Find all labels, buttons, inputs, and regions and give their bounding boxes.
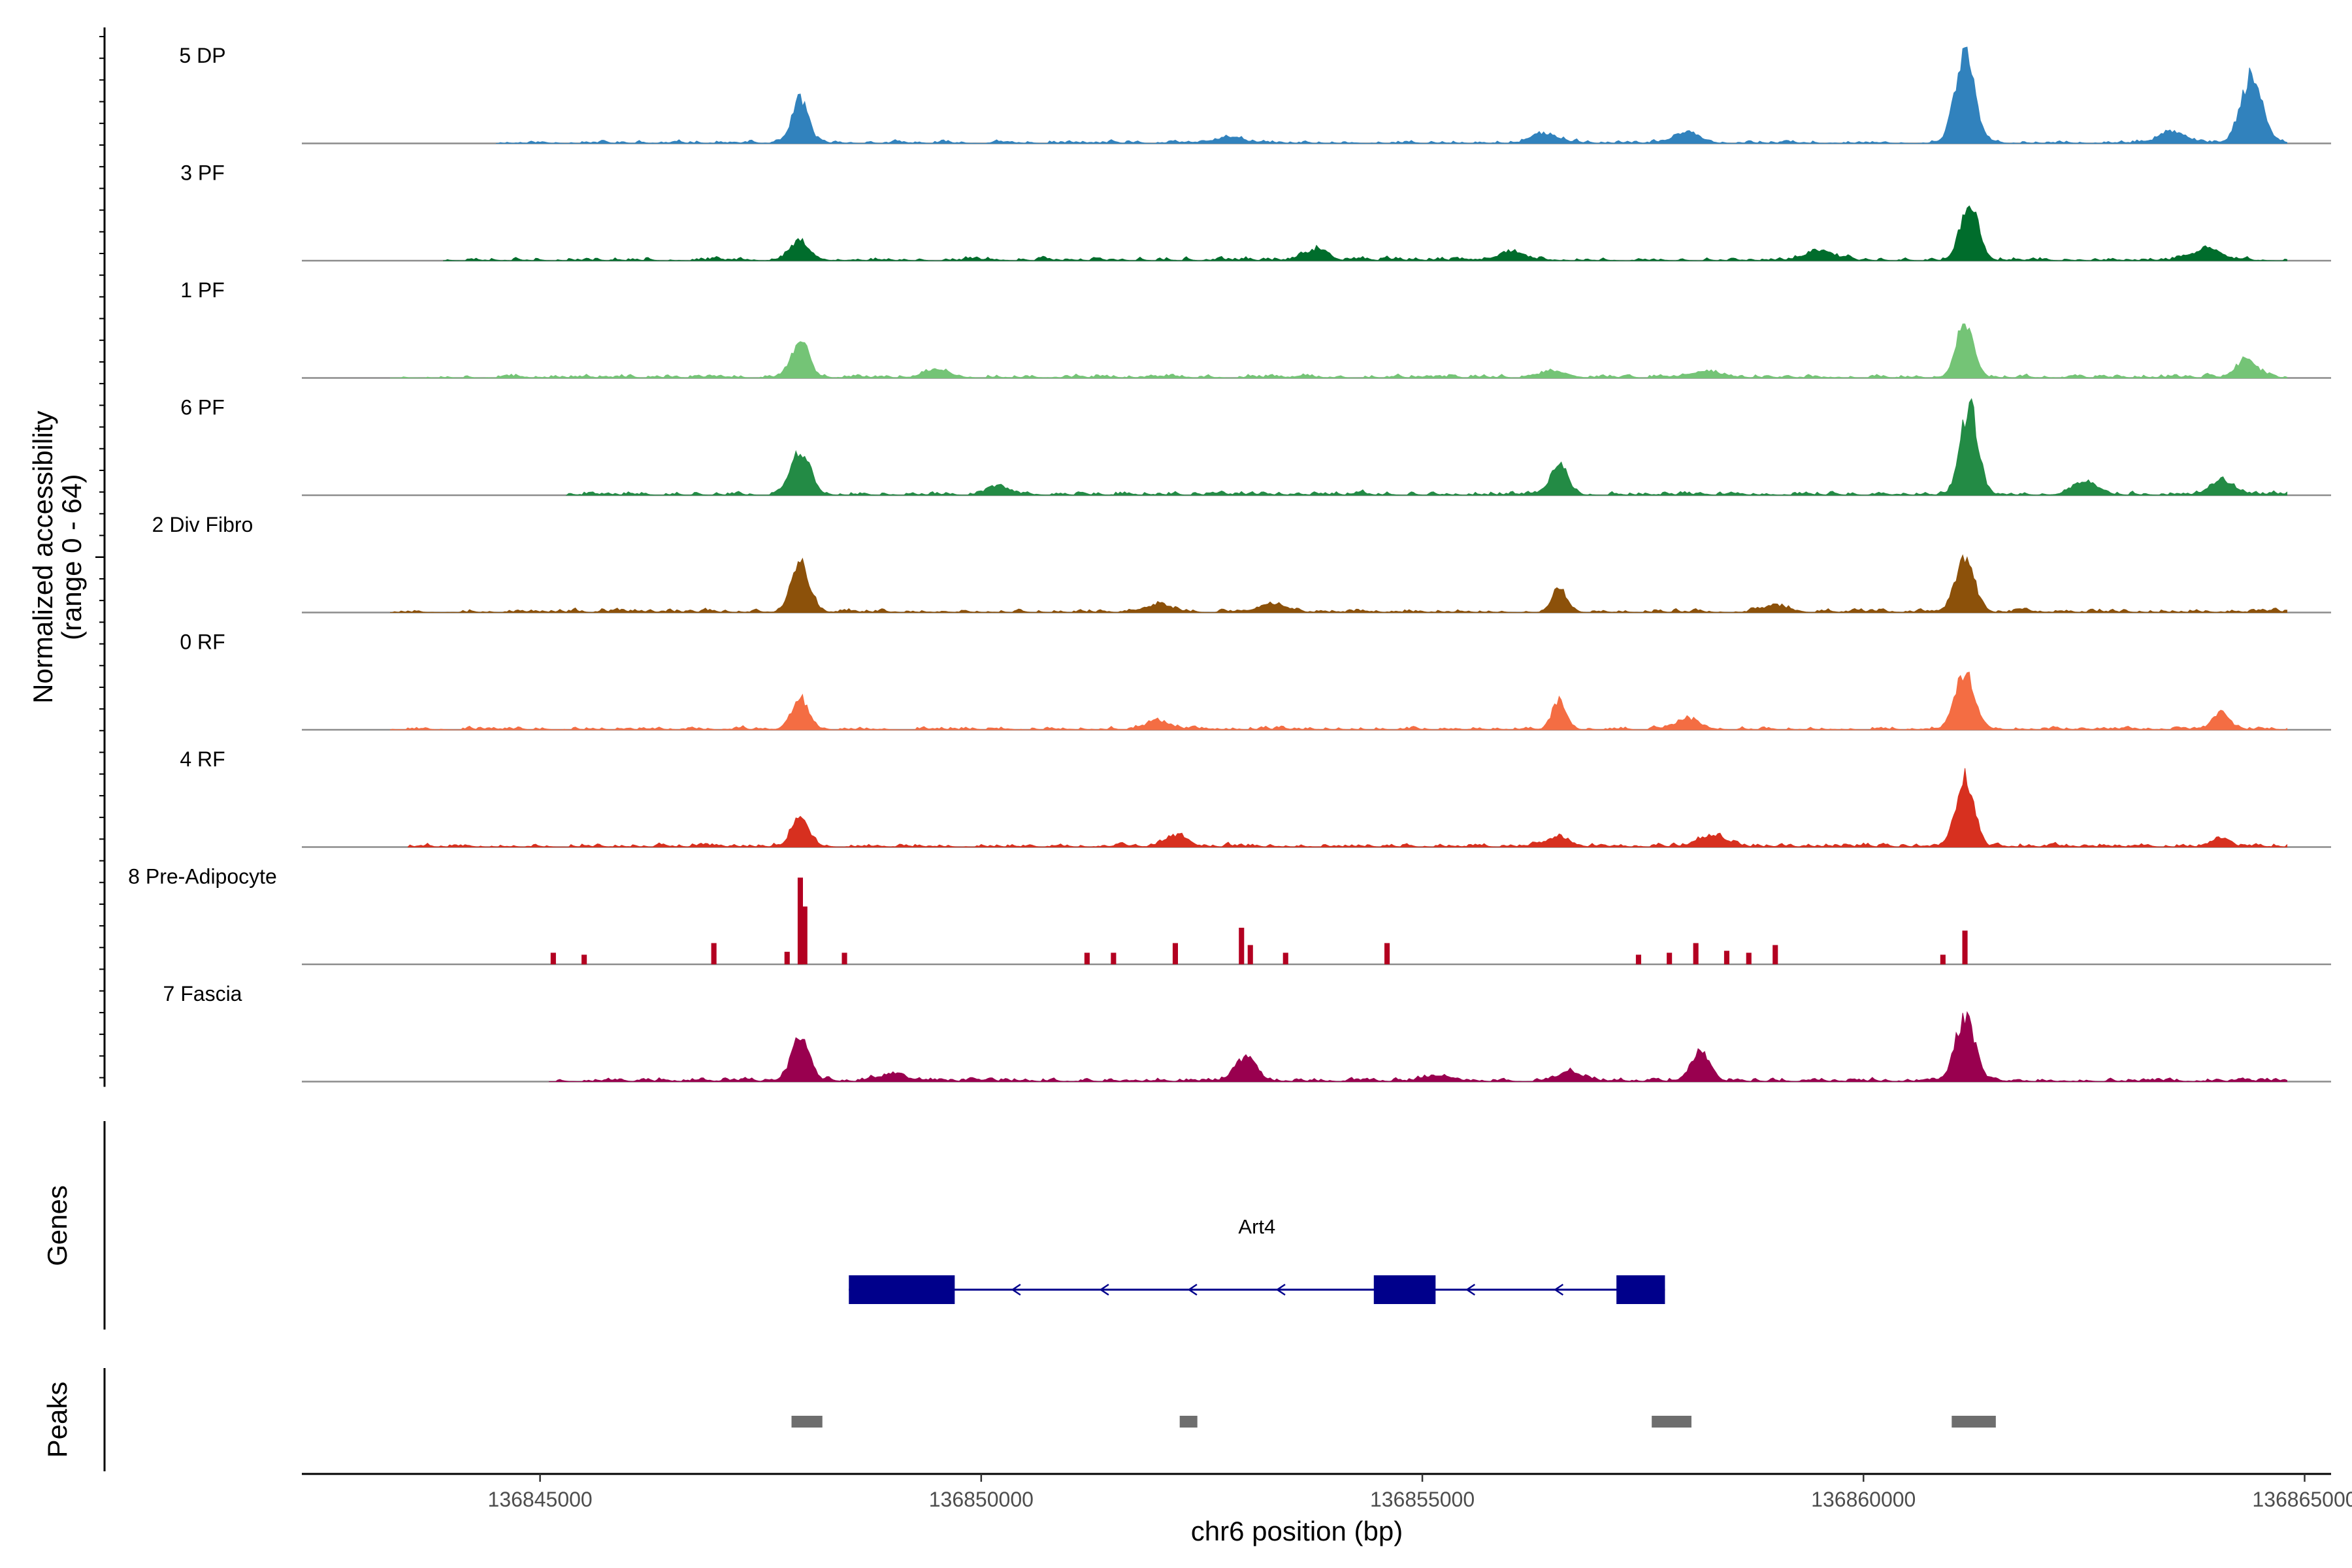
track-label: 3 PF — [180, 161, 225, 185]
peak-track — [791, 1416, 1996, 1428]
peak-region — [791, 1416, 823, 1428]
coverage-area — [496, 46, 2288, 144]
coverage-bar — [581, 955, 587, 965]
peak-region — [1952, 1416, 1996, 1428]
coverage-bar — [1084, 953, 1090, 964]
coverage-bar — [802, 906, 808, 964]
strand-arrow — [1011, 1283, 1021, 1296]
gene-exon — [849, 1275, 955, 1304]
strand-arrow — [1187, 1283, 1198, 1296]
y-axis-title-line2: (range 0 - 64) — [56, 474, 87, 640]
coverage-bar — [1635, 955, 1641, 965]
peak-region — [1652, 1416, 1691, 1428]
strand-arrow — [1275, 1283, 1286, 1296]
coverage-bar — [1111, 953, 1117, 964]
track-1-pf: 1 PF — [180, 278, 2331, 379]
coverage-tracks: 5 DP 3 PF 1 PF 6 PF 2 Div Fibro 0 RF 4 RF 8 Pre… — [128, 44, 2331, 1083]
coverage-bar — [784, 951, 790, 964]
coverage-area — [565, 398, 2288, 496]
gene-exon — [1616, 1275, 1665, 1304]
coverage-bar — [1247, 945, 1253, 964]
x-tick-label: 136860000 — [1811, 1488, 1916, 1511]
coverage-area — [443, 205, 2288, 261]
coverage-area — [389, 672, 2288, 730]
genes-track-title: Genes — [42, 1185, 73, 1266]
coverage-area — [407, 768, 2288, 848]
coverage-area — [390, 323, 2288, 379]
coverage-bar — [1772, 945, 1778, 964]
coverage-bar — [1172, 943, 1178, 964]
track-label: 8 Pre-Adipocyte — [128, 865, 277, 889]
x-tick-label: 136845000 — [488, 1488, 593, 1511]
coverage-bar — [1723, 951, 1729, 964]
gene-label: Art4 — [1238, 1215, 1275, 1238]
coverage-bar — [1940, 955, 1946, 965]
gene-track: Art4 — [849, 1215, 1665, 1304]
coverage-bar — [1693, 943, 1699, 964]
coverage-area — [390, 554, 2288, 613]
coverage-bar — [1384, 943, 1390, 964]
track-label: 7 Fascia — [163, 982, 242, 1005]
track-8-pre-adipocyte: 8 Pre-Adipocyte — [128, 865, 2331, 966]
track-label: 0 RF — [180, 630, 225, 654]
track-2-div-fibro: 2 Div Fibro — [152, 513, 2331, 613]
track-label: 1 PF — [180, 278, 225, 302]
strand-arrow — [1099, 1283, 1109, 1296]
track-3-pf: 3 PF — [180, 161, 2331, 262]
coverage-bar — [1282, 953, 1288, 964]
track-label: 5 DP — [179, 44, 225, 67]
coverage-bar — [550, 953, 556, 964]
coverage-bar — [1239, 928, 1245, 964]
track-label: 2 Div Fibro — [152, 513, 253, 536]
track-0-rf: 0 RF — [180, 630, 2331, 731]
peaks-track-title: Peaks — [42, 1382, 73, 1458]
x-axis-title: chr6 position (bp) — [1191, 1516, 1403, 1546]
track-label: 6 PF — [180, 396, 225, 419]
coverage-bar — [797, 877, 803, 965]
strand-arrow — [1554, 1283, 1564, 1296]
strand-arrow — [1465, 1283, 1476, 1296]
coverage-bar — [1746, 953, 1752, 964]
coverage-bar — [1962, 930, 1968, 964]
x-tick-label: 136865000 — [2252, 1488, 2352, 1511]
coverage-bar — [841, 953, 847, 964]
x-tick-label: 136855000 — [1370, 1488, 1475, 1511]
gene-exon — [1373, 1275, 1436, 1304]
coverage-area — [549, 1011, 2288, 1083]
x-axis: 136845000 136850000 136855000 136860000 1368… — [302, 1473, 2352, 1511]
y-axis-title-line1: Normalized accessibility — [27, 411, 58, 704]
left-axes — [95, 27, 106, 1471]
coverage-bar — [711, 943, 717, 964]
track-6-pf: 6 PF — [180, 396, 2331, 497]
track-4-rf: 4 RF — [180, 747, 2331, 848]
peak-region — [1179, 1416, 1198, 1428]
track-7-fascia: 7 Fascia — [163, 982, 2331, 1083]
track-label: 4 RF — [180, 747, 225, 771]
x-tick-label: 136850000 — [929, 1488, 1034, 1511]
coverage-bar — [1667, 953, 1673, 964]
track-5-dp: 5 DP — [179, 44, 2331, 144]
